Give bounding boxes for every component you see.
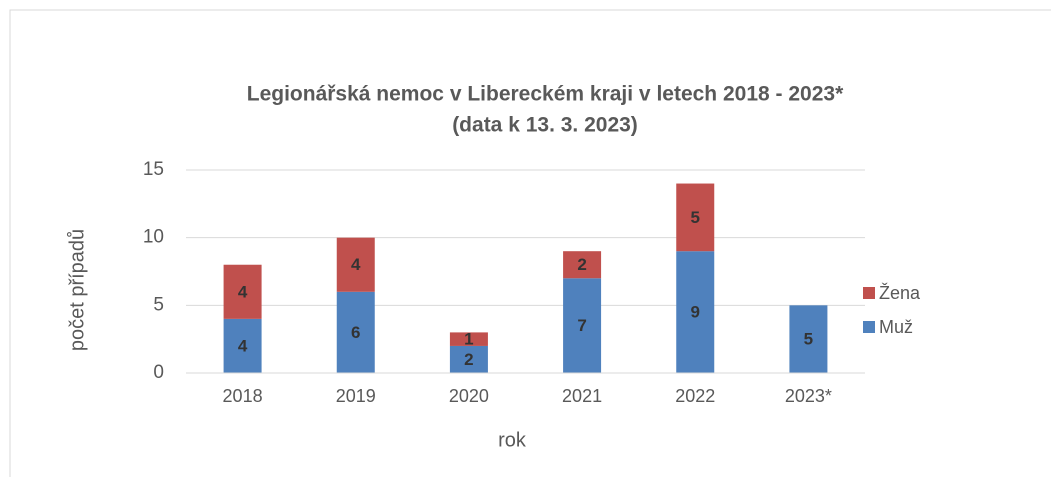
- data-label: 7: [577, 316, 586, 335]
- x-tick-label: 2021: [562, 386, 602, 406]
- data-label: 5: [804, 330, 813, 349]
- legend-swatch: [863, 321, 875, 333]
- data-label: 4: [238, 282, 248, 301]
- bar-segment: [223, 318, 262, 373]
- x-tick-label: 2018: [223, 386, 263, 406]
- legend-label: Muž: [879, 317, 913, 337]
- x-tick-label: 2022: [675, 386, 715, 406]
- legend-label: Žena: [879, 283, 921, 303]
- bar-segment: [563, 251, 602, 279]
- bar-segment: [676, 251, 715, 373]
- bar-segment: [789, 305, 828, 373]
- bar-segment: [563, 278, 602, 373]
- bar-segment: [449, 345, 488, 373]
- data-label: 2: [577, 255, 586, 274]
- data-label: 4: [351, 255, 361, 274]
- bar-segment: [449, 332, 488, 346]
- chart-title: Legionářská nemoc v Libereckém kraji v l…: [247, 83, 844, 106]
- bar-segment: [676, 183, 715, 252]
- data-label: 6: [351, 323, 360, 342]
- data-label: 2: [464, 350, 473, 369]
- bar-segment: [223, 264, 262, 319]
- x-tick-label: 2023*: [785, 386, 832, 406]
- y-axis-label: počet případů: [66, 229, 88, 351]
- data-label: 1: [464, 330, 473, 349]
- y-tick-label: 5: [153, 294, 164, 315]
- y-tick-label: 15: [143, 159, 164, 180]
- x-tick-label: 2020: [449, 386, 489, 406]
- data-label: 4: [238, 336, 248, 355]
- bar-segment: [336, 237, 375, 292]
- x-axis-label: rok: [498, 429, 527, 451]
- data-label: 9: [691, 303, 700, 322]
- chart-subtitle: (data k 13. 3. 2023): [452, 114, 638, 137]
- data-label: 5: [691, 208, 700, 227]
- x-tick-label: 2019: [336, 386, 376, 406]
- y-tick-label: 0: [153, 362, 164, 383]
- y-tick-label: 10: [143, 227, 164, 248]
- chart-border: [9, 9, 1051, 477]
- legend-swatch: [863, 287, 875, 299]
- bar-segment: [336, 291, 375, 373]
